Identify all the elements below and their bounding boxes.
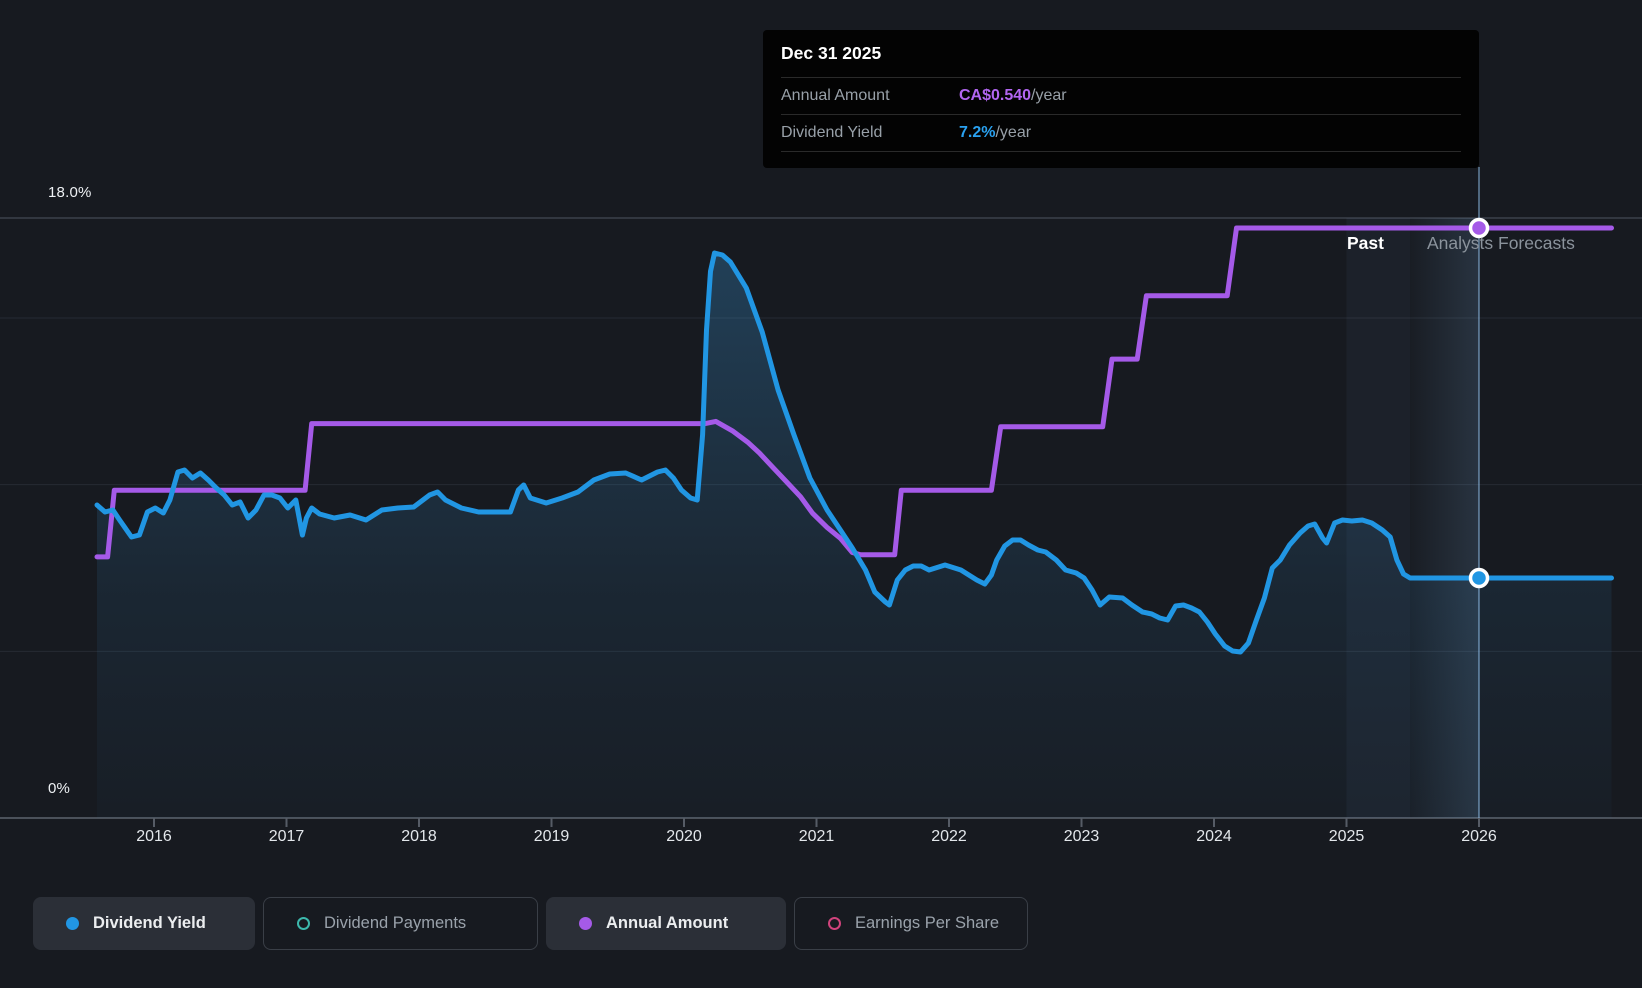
- x-tick-label: 2026: [1461, 828, 1497, 845]
- chart-tooltip: Dec 31 2025 Annual Amount CA$0.540 /year…: [763, 30, 1479, 168]
- tooltip-suffix: /year: [995, 124, 1032, 141]
- x-tick-label: 2023: [1063, 828, 1100, 845]
- tooltip-row-annual-amount: Annual Amount CA$0.540 /year: [781, 77, 1461, 114]
- x-tick-label: 2025: [1328, 828, 1365, 845]
- x-tick-label: 2017: [268, 828, 305, 845]
- dividend-yield-marker[interactable]: [1468, 567, 1490, 589]
- x-tick-label: 2019: [533, 828, 570, 845]
- legend-label: Dividend Yield: [93, 914, 206, 932]
- past-region-label: Past: [1347, 233, 1384, 253]
- annual-amount-marker[interactable]: [1468, 217, 1490, 239]
- dividend-yield-dot-icon: [66, 917, 79, 930]
- tooltip-label: Dividend Yield: [781, 124, 883, 141]
- y-axis-max-label: 18.0%: [48, 184, 92, 201]
- x-tick-label: 2021: [798, 828, 835, 845]
- legend-label: Dividend Payments: [324, 914, 467, 932]
- x-tick-label: 2020: [666, 828, 702, 845]
- x-tick-label: 2024: [1196, 828, 1232, 845]
- dividend-payments-ring-icon: [297, 917, 310, 930]
- tooltip-row-dividend-yield: Dividend Yield 7.2% /year: [781, 114, 1461, 152]
- earnings-per-share-ring-icon: [828, 917, 841, 930]
- x-tick-label: 2022: [931, 828, 967, 845]
- x-axis-tickmarks: [153, 818, 1480, 827]
- tooltip-suffix: /year: [1031, 87, 1067, 104]
- annual-amount-line: [94, 225, 1614, 560]
- legend-label: Annual Amount: [606, 914, 729, 932]
- tooltip-date: Dec 31 2025: [781, 43, 882, 63]
- dividend-yield-line: [94, 250, 1614, 655]
- legend-toggle-earnings-per-share[interactable]: Earnings Per Share: [794, 897, 1028, 950]
- legend-toggle-annual-amount[interactable]: Annual Amount: [546, 897, 786, 950]
- forecast-region-label: Analysts Forecasts: [1427, 233, 1575, 253]
- chart-plot-area[interactable]: [0, 0, 1642, 868]
- tooltip-value: CA$0.540: [959, 87, 1032, 104]
- annual-amount-dot-icon: [579, 917, 592, 930]
- legend-label: Earnings Per Share: [855, 914, 999, 932]
- dividend-yield-area-fill: [97, 253, 1612, 818]
- tooltip-label: Annual Amount: [781, 87, 890, 104]
- x-tick-label: 2018: [401, 828, 437, 845]
- legend-toggle-dividend-yield[interactable]: Dividend Yield: [33, 897, 255, 950]
- legend-toggle-dividend-payments[interactable]: Dividend Payments: [263, 897, 538, 950]
- tooltip-value: 7.2%: [959, 124, 996, 141]
- y-axis-zero-label: 0%: [48, 780, 71, 797]
- x-tick-label: 2016: [136, 828, 172, 845]
